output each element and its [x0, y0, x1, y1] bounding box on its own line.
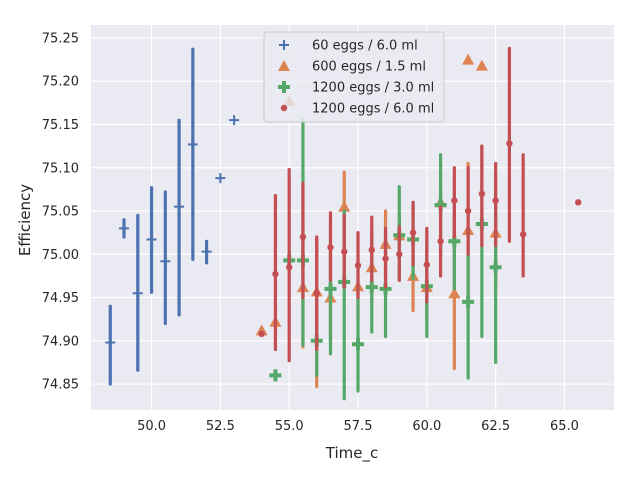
data-point	[313, 290, 320, 297]
data-point	[119, 223, 130, 234]
data-point	[201, 246, 212, 257]
data-point	[492, 197, 499, 204]
data-point	[272, 270, 279, 278]
data-point	[575, 199, 582, 206]
data-point	[269, 369, 282, 382]
data-point	[423, 261, 431, 268]
data-point	[324, 282, 337, 295]
legend-label: 1200 eggs / 3.0 ml	[312, 81, 434, 96]
legend-entry: 600 eggs / 1.5 ml	[278, 60, 426, 75]
data-point	[396, 251, 403, 258]
data-point	[160, 256, 171, 267]
data-point	[464, 207, 472, 215]
x-axis-label: Time_c	[325, 444, 378, 463]
data-point	[451, 197, 458, 204]
y-tick-label: 74.90	[42, 334, 79, 349]
y-tick-label: 74.95	[42, 291, 79, 306]
series-4	[258, 46, 582, 363]
x-tick-label: 55.0	[275, 419, 304, 434]
data-point	[379, 282, 392, 295]
data-point	[215, 173, 226, 184]
data-point	[341, 248, 348, 255]
x-tick-label: 62.5	[481, 419, 510, 434]
data-point	[229, 115, 240, 126]
y-tick-label: 75.20	[42, 75, 79, 90]
legend-label: 60 eggs / 6.0 ml	[312, 39, 418, 54]
data-point	[478, 190, 486, 197]
data-point	[187, 139, 198, 150]
y-tick-label: 75.25	[42, 31, 79, 46]
data-point	[146, 234, 157, 245]
legend-entry: 1200 eggs / 3.0 ml	[278, 81, 434, 96]
data-point	[475, 59, 488, 71]
legend: 60 eggs / 6.0 ml 600 eggs / 1.5 ml 1200 eg…	[263, 31, 445, 123]
data-point	[462, 53, 475, 65]
y-tick-label: 74.85	[42, 378, 79, 393]
y-tick-label: 75.05	[42, 205, 79, 220]
legend-marker	[280, 104, 288, 112]
data-point	[299, 233, 307, 241]
data-point	[255, 324, 268, 336]
y-tick-labels: 74.85 74.90 74.95 75.00 75.05 75.10 75.15 75.20…	[42, 31, 79, 392]
data-point	[285, 264, 293, 271]
legend-label: 600 eggs / 1.5 ml	[312, 60, 426, 75]
legend-label: 1200 eggs / 6.0 ml	[312, 102, 434, 117]
data-point	[519, 231, 527, 238]
data-point	[434, 198, 447, 211]
data-point	[462, 295, 475, 308]
data-point	[352, 338, 365, 351]
data-point	[437, 238, 444, 245]
y-tick-label: 75.10	[42, 161, 79, 176]
x-tick-label: 57.5	[344, 419, 373, 434]
data-point	[132, 288, 143, 299]
data-point	[506, 140, 513, 147]
x-tick-label: 52.5	[206, 419, 235, 434]
legend-entry: 60 eggs / 6.0 ml	[279, 39, 418, 54]
data-point	[448, 287, 461, 299]
legend-marker	[278, 81, 290, 93]
legend-entry: 1200 eggs / 6.0 ml	[280, 102, 434, 117]
data-point	[354, 262, 362, 269]
y-tick-label: 75.15	[42, 118, 79, 133]
data-point	[327, 244, 334, 251]
x-tick-labels: 50.0 52.5 55.0 57.5 60.0 62.5 65.0	[137, 419, 579, 434]
data-point	[382, 255, 389, 262]
legend-box	[263, 31, 445, 123]
data-point	[105, 337, 116, 348]
data-point	[368, 246, 375, 254]
x-tick-label: 50.0	[137, 419, 166, 434]
data-point	[409, 229, 417, 236]
data-marks	[105, 46, 582, 401]
data-point	[258, 330, 265, 338]
data-point	[174, 201, 185, 212]
y-axis-label: Efficiency	[16, 184, 34, 256]
data-point	[489, 261, 502, 274]
data-point	[448, 235, 461, 248]
data-point	[338, 200, 351, 212]
x-tick-label: 60.0	[412, 419, 441, 434]
y-tick-label: 75.00	[42, 248, 79, 263]
legend-marker	[278, 60, 290, 71]
series-1	[105, 47, 240, 386]
data-point	[365, 281, 378, 294]
legend-marker	[279, 40, 289, 50]
x-tick-label: 65.0	[550, 419, 579, 434]
